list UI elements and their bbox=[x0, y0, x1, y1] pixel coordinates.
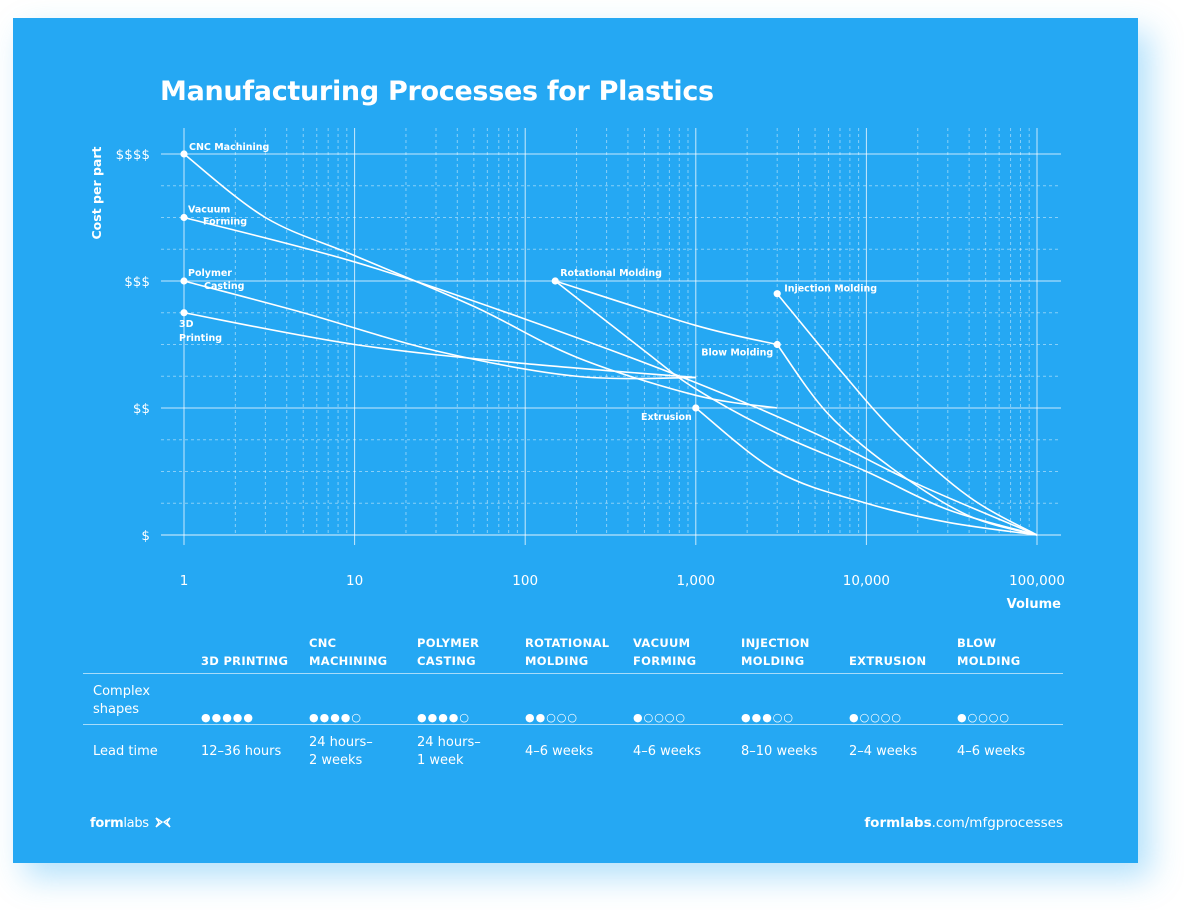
column-header: VACUUM FORMING bbox=[633, 636, 697, 668]
lead-time-value: 4–6 weeks bbox=[525, 744, 594, 759]
series-line-cnc-machining bbox=[183, 153, 778, 409]
row-label-lead-time: Lead time bbox=[93, 744, 158, 759]
website-url[interactable]: formlabs.com/mfgprocesses bbox=[864, 815, 1063, 831]
lead-time-value: 8–10 weeks bbox=[741, 744, 818, 759]
poster-card: Manufacturing Processes for Plastics 1 10… bbox=[13, 18, 1138, 863]
column-header: INJECTION MOLDING bbox=[741, 636, 810, 668]
x-tick-label: 100,000 bbox=[1009, 573, 1065, 589]
column-header: BLOW MOLDING bbox=[957, 636, 1021, 668]
series-line-3d-printing bbox=[183, 311, 696, 379]
series-line-injection-molding bbox=[776, 293, 1038, 536]
chart-grid bbox=[161, 128, 1061, 545]
chart-markers bbox=[180, 150, 781, 412]
series-label: Rotational Molding bbox=[560, 268, 662, 279]
y-tick-label: $$$ bbox=[124, 274, 150, 290]
series-label: Blow Molding bbox=[701, 348, 773, 359]
series-label: Forming bbox=[203, 217, 247, 228]
series-label: Injection Molding bbox=[784, 284, 877, 295]
series-label: Casting bbox=[204, 281, 244, 292]
series-label: Polymer bbox=[188, 268, 232, 279]
complexity-rating: ●●●●○ bbox=[309, 711, 362, 724]
series-marker bbox=[773, 290, 781, 298]
series-line-vacuum-forming bbox=[183, 216, 1038, 536]
column-header: CNC MACHINING bbox=[309, 636, 388, 668]
series-marker bbox=[180, 213, 188, 222]
lead-time-value: 2–4 weeks bbox=[849, 744, 918, 759]
lead-time-value: 4–6 weeks bbox=[957, 744, 1026, 759]
table-divider bbox=[83, 724, 1063, 725]
series-marker bbox=[180, 150, 188, 158]
complexity-rating: ●●●●● bbox=[201, 711, 254, 724]
butterfly-icon bbox=[155, 817, 171, 828]
lead-time-value: 12–36 hours bbox=[201, 744, 282, 759]
series-marker bbox=[692, 404, 700, 412]
formlabs-logo: formlabs bbox=[90, 816, 171, 831]
x-tick-label: 1 bbox=[180, 573, 189, 589]
column-header: POLYMER CASTING bbox=[417, 636, 480, 668]
y-axis-title: Cost per part bbox=[89, 146, 104, 239]
column-header: ROTATIONAL MOLDING bbox=[525, 636, 610, 668]
complexity-rating: ●○○○○ bbox=[957, 711, 1010, 724]
table-divider bbox=[83, 673, 1063, 674]
series-marker bbox=[773, 340, 781, 349]
x-tick-label: 1,000 bbox=[676, 573, 715, 589]
lead-time-value: 4–6 weeks bbox=[633, 744, 702, 759]
y-tick-label: $$ bbox=[133, 401, 150, 417]
series-line-rotational-molding bbox=[554, 280, 778, 346]
lead-time-value: 24 hours– 1 week bbox=[417, 735, 481, 768]
complexity-rating: ●○○○○ bbox=[633, 711, 686, 724]
x-axis-title: Volume bbox=[1007, 597, 1062, 612]
complexity-rating: ●○○○○ bbox=[849, 711, 902, 724]
complexity-rating: ●●●●○ bbox=[417, 711, 470, 724]
page-title: Manufacturing Processes for Plastics bbox=[160, 76, 714, 107]
x-tick-label: 10 bbox=[346, 573, 363, 589]
series-marker bbox=[180, 309, 188, 317]
complexity-rating: ●●○○○ bbox=[525, 711, 578, 724]
series-label: 3D bbox=[179, 319, 194, 330]
chart-axes: 1 10 100 1,000 10,000 100,000$$$$$$$$$$Volume… bbox=[89, 146, 1065, 612]
series-label: Vacuum bbox=[188, 205, 230, 216]
row-label-complex-shapes: Complex shapes bbox=[93, 684, 151, 717]
y-tick-label: $ bbox=[141, 528, 150, 544]
series-line-polymer-casting bbox=[183, 280, 696, 380]
series-label: Extrusion bbox=[641, 412, 692, 423]
x-tick-label: 100 bbox=[512, 573, 538, 589]
chart-curves bbox=[183, 153, 1038, 536]
cost-volume-chart: 1 10 100 1,000 10,000 100,000$$$$$$$$$$Volume… bbox=[89, 128, 1065, 612]
series-label: CNC Machining bbox=[189, 142, 269, 153]
series-marker bbox=[180, 277, 188, 285]
x-tick-label: 10,000 bbox=[843, 573, 890, 589]
complexity-rating: ●●●○○ bbox=[741, 711, 794, 724]
series-line-blow-molding bbox=[776, 344, 1038, 536]
series-line-rotational-molding-branch bbox=[554, 280, 1038, 536]
column-header: 3D PRINTING bbox=[201, 654, 289, 668]
y-tick-label: $$$$ bbox=[116, 147, 150, 163]
series-marker bbox=[551, 277, 559, 285]
series-label: Printing bbox=[179, 333, 222, 344]
column-header: EXTRUSION bbox=[849, 654, 927, 668]
series-line-extrusion bbox=[695, 407, 1038, 536]
lead-time-value: 24 hours– 2 weeks bbox=[309, 735, 373, 768]
